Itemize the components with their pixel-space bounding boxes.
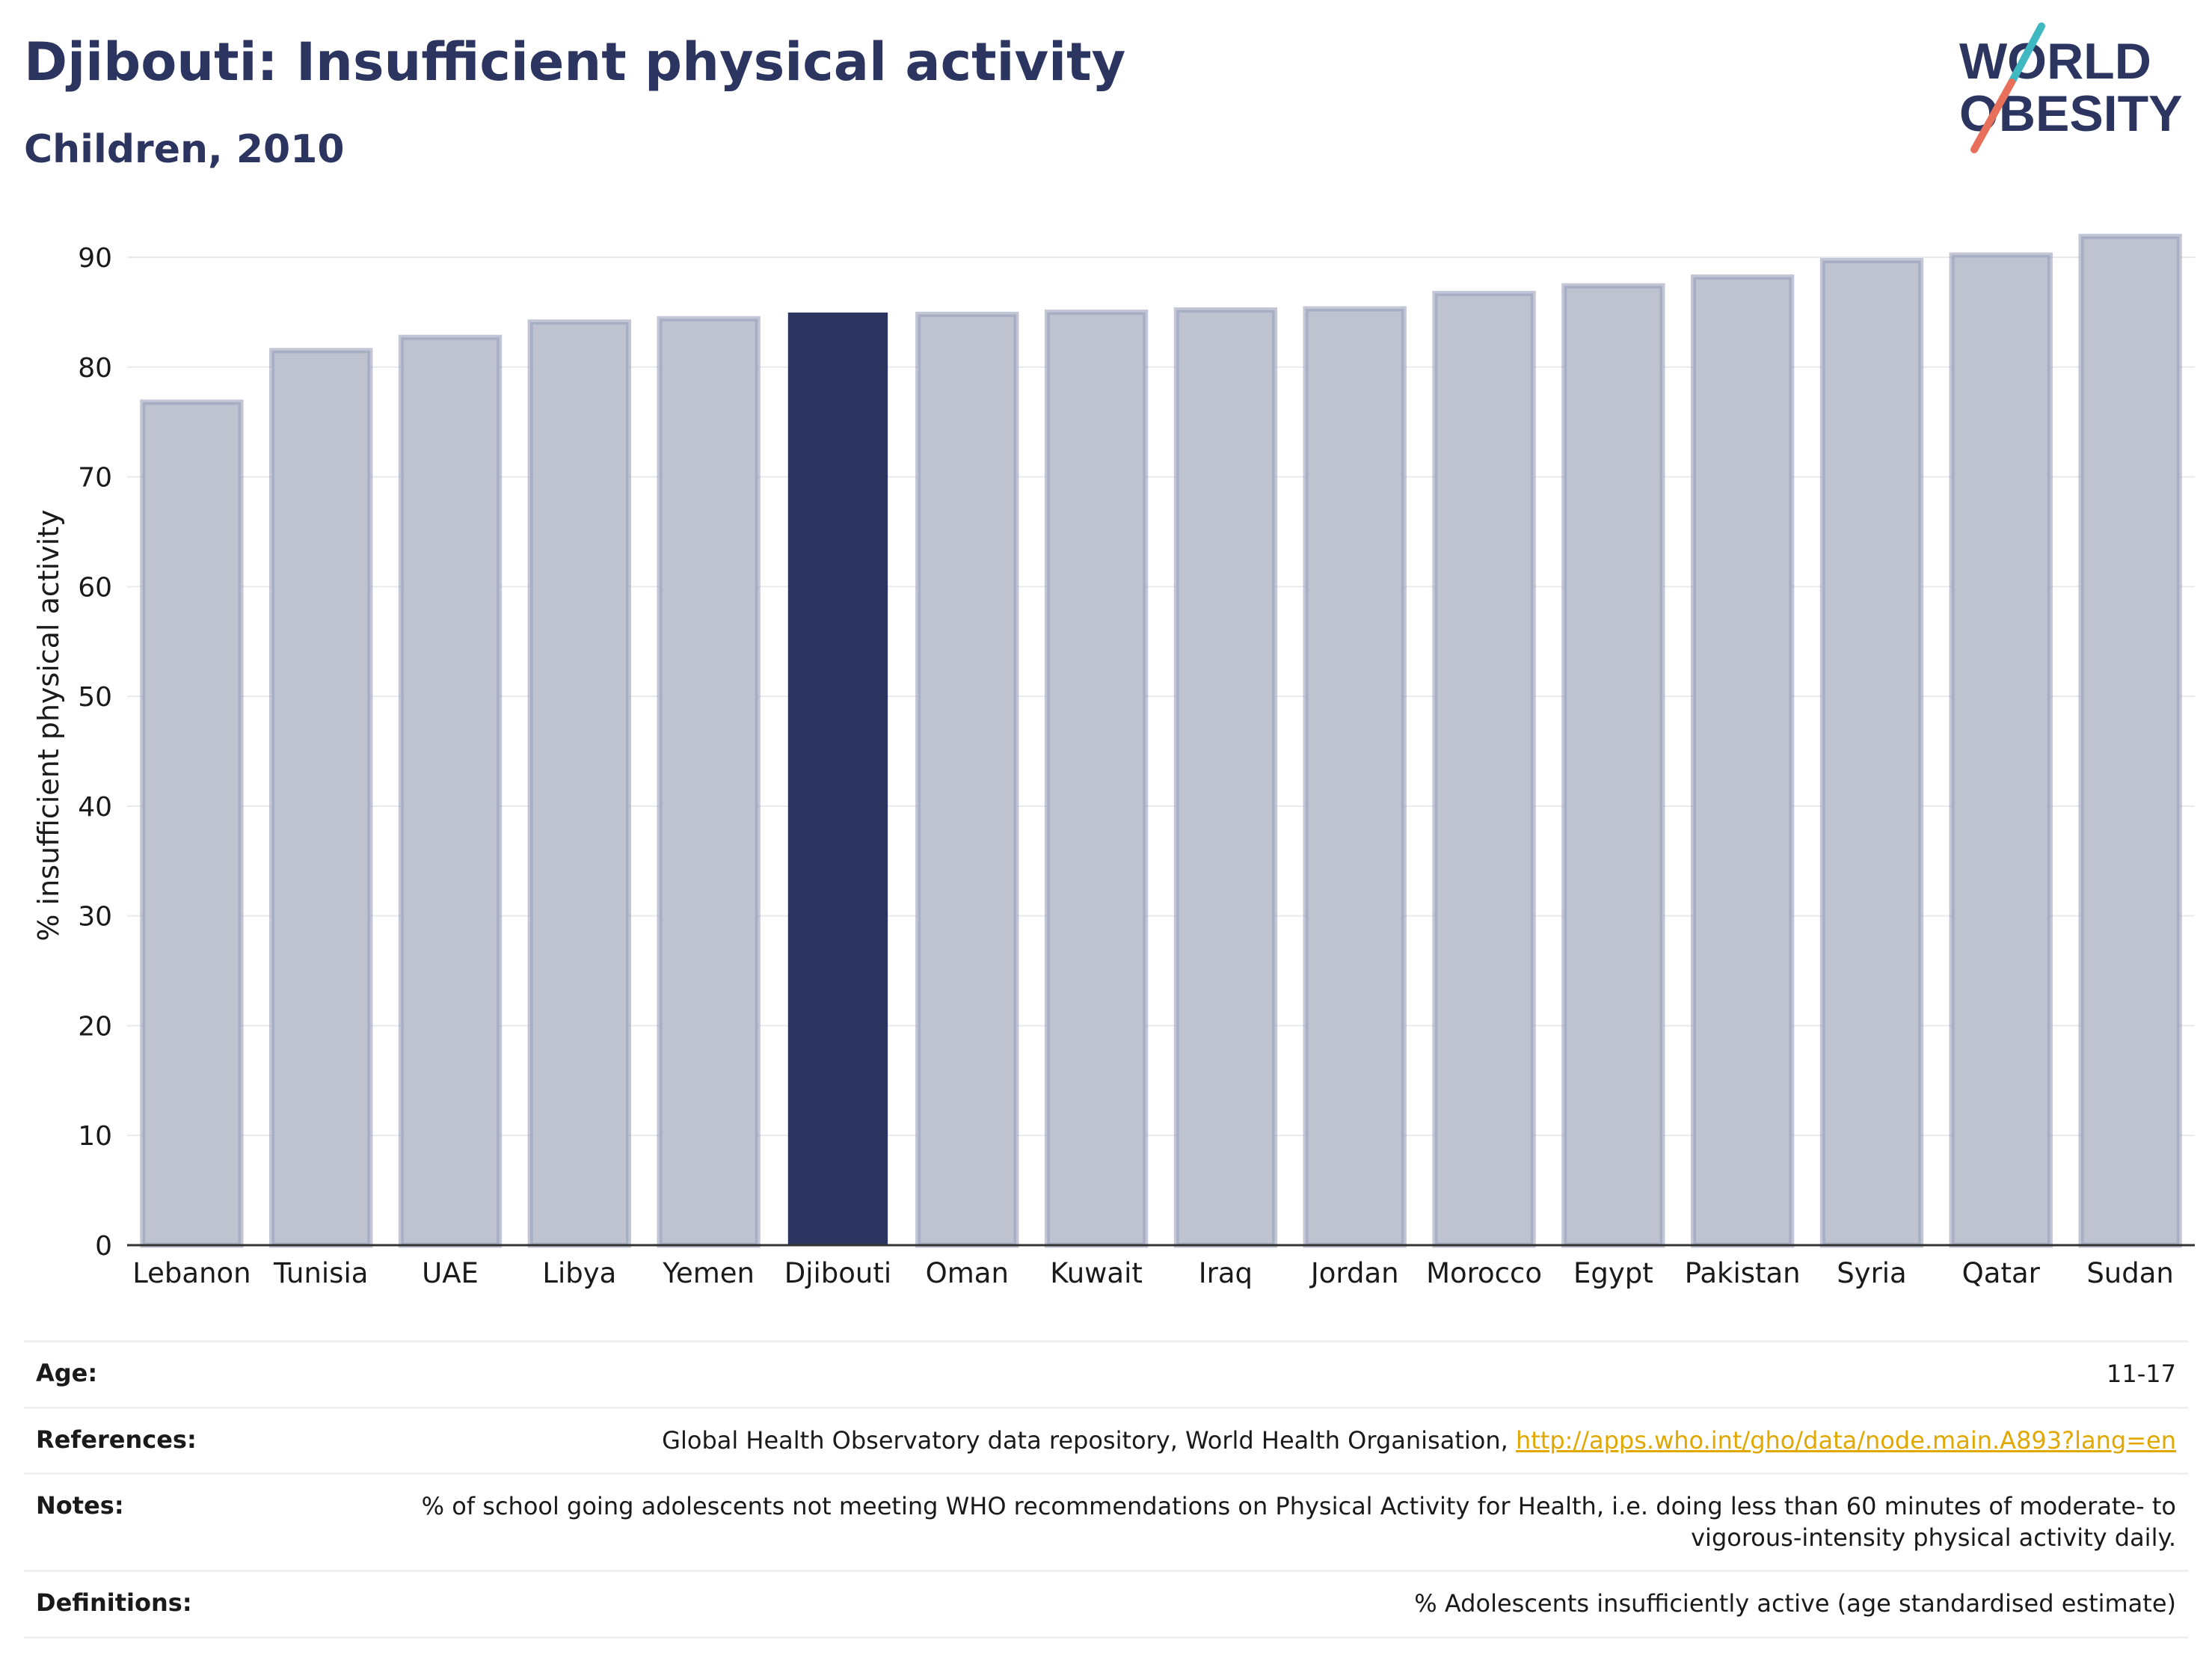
bar-yemen xyxy=(657,316,761,1248)
bar-qatar xyxy=(1949,252,2053,1248)
page-subtitle: Children, 2010 xyxy=(24,127,345,172)
x-tick-label: Yemen xyxy=(662,1257,755,1289)
x-tick-label: Qatar xyxy=(1962,1257,2041,1289)
y-tick-label: 0 xyxy=(95,1231,112,1262)
info-table: Age: 11-17 References: Global Health Observ… xyxy=(24,1340,2188,1639)
y-tick-label: 30 xyxy=(78,902,112,933)
x-tick-label: Egypt xyxy=(1573,1257,1653,1289)
bar-sudan xyxy=(2078,233,2182,1248)
bar-jordan xyxy=(1303,306,1407,1248)
x-tick-label: Iraq xyxy=(1199,1257,1253,1289)
y-axis-label: % insufficient physical activity xyxy=(32,509,65,941)
bar-djibouti xyxy=(787,312,888,1246)
x-tick-label: UAE xyxy=(422,1257,479,1289)
bar-uae xyxy=(398,334,503,1248)
bar-oman xyxy=(915,311,1019,1248)
y-tick-label: 20 xyxy=(78,1011,112,1042)
x-tick-label: Morocco xyxy=(1426,1257,1542,1289)
y-tick-label: 70 xyxy=(78,463,112,494)
bar-tunisia xyxy=(269,348,373,1248)
info-row: Definitions: % Adolescents insufficiently… xyxy=(24,1570,2188,1639)
y-tick-label: 50 xyxy=(78,682,112,713)
reference-link[interactable]: http://apps.who.int/gho/data/node.main.A… xyxy=(1515,1425,2176,1455)
logo-slash-top xyxy=(2008,22,2045,86)
bar-egypt xyxy=(1561,283,1665,1248)
info-row: Notes: % of school going adolescents not … xyxy=(24,1473,2188,1570)
x-tick-label: Oman xyxy=(926,1257,1009,1289)
bar-kuwait xyxy=(1044,309,1149,1248)
info-value: % Adolescents insufficiently active (age… xyxy=(1414,1589,2176,1618)
x-tick-label: Djibouti xyxy=(784,1257,891,1289)
x-tick-label: Syria xyxy=(1837,1257,1907,1289)
logo-line1: WORLD xyxy=(1959,33,2151,90)
y-tick-label: 40 xyxy=(78,792,112,823)
info-value: 11-17 xyxy=(2107,1360,2176,1388)
y-tick-label: 10 xyxy=(78,1121,112,1152)
info-row: References: Global Health Observatory dat… xyxy=(24,1406,2188,1473)
x-tick-label: Jordan xyxy=(1309,1257,1399,1289)
x-tick-label: Pakistan xyxy=(1685,1257,1801,1289)
y-tick-label: 60 xyxy=(78,572,112,603)
x-tick-label: Libya xyxy=(542,1257,616,1289)
bar-chart: 0 10 20 30 40 50 60 70 80 90 Lebanon Tunisia UAE Liby… xyxy=(32,233,2195,1289)
page-title: Djibouti: Insufficient physical activity xyxy=(24,31,1126,93)
bar-syria xyxy=(1819,257,1924,1248)
info-label: Notes: xyxy=(36,1491,124,1520)
bar-morocco xyxy=(1432,290,1536,1248)
bar-iraq xyxy=(1173,307,1278,1248)
info-row: Age: 11-17 xyxy=(24,1340,2188,1407)
info-value: Global Health Observatory data repositor… xyxy=(662,1425,2176,1455)
y-tick-label: 80 xyxy=(78,353,112,384)
axes: 0 10 20 30 40 50 60 70 80 90 Lebanon Tunisia UAE Liby… xyxy=(78,243,2195,1289)
bar-lebanon xyxy=(140,399,244,1248)
info-label: Age: xyxy=(36,1359,98,1387)
info-label: Definitions: xyxy=(36,1588,192,1618)
info-label: References: xyxy=(36,1425,197,1454)
bar-pakistan xyxy=(1690,274,1795,1248)
logo-slash-bottom xyxy=(1970,79,2015,153)
x-tick-label: Kuwait xyxy=(1050,1257,1143,1289)
world-obesity-logo: WORLD OBESITY xyxy=(1959,22,2183,153)
bar-libya xyxy=(527,319,632,1248)
bars xyxy=(140,233,2182,1248)
y-tick-label: 90 xyxy=(78,243,112,274)
info-value: % of school going adolescents not meetin… xyxy=(421,1492,2176,1552)
x-tick-label: Sudan xyxy=(2086,1257,2174,1289)
x-tick-label: Lebanon xyxy=(132,1257,251,1289)
x-tick-label: Tunisia xyxy=(273,1257,368,1289)
